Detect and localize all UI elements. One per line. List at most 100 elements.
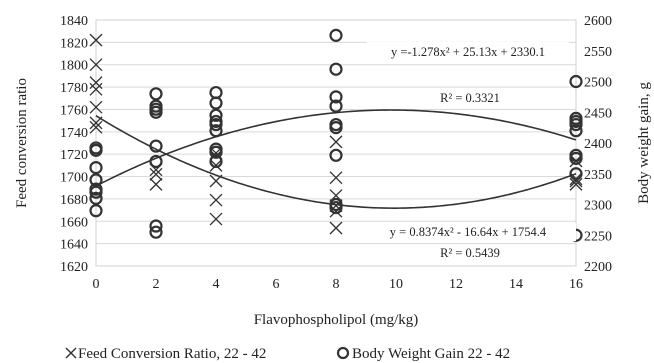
fcr-data-point	[89, 33, 103, 47]
y-left-tick-label: 1720	[60, 148, 88, 163]
trendlines	[95, 109, 577, 209]
fcr-equation-label: y = 0.8374x² - 16.64x + 1754.4	[362, 223, 576, 241]
bwg-data-point	[209, 154, 223, 169]
y-left-tick-label: 1840	[60, 14, 88, 29]
left-axis-ticks: 1620 1640 1660 1680 1700 1720 1740 1760 1780 1800…	[60, 14, 88, 275]
bwg-data-point	[89, 204, 103, 218]
fcr-trendline	[95, 115, 577, 209]
y-left-tick-label: 1800	[60, 59, 88, 74]
bwg-data-point	[149, 87, 163, 101]
bwg-data-point	[329, 28, 343, 42]
bwg-data-point	[329, 62, 343, 76]
fcr-data-point	[149, 167, 163, 181]
y-left-tick-label: 1640	[60, 238, 88, 253]
bwg-equation-label: y =-1.278x² + 25.13x + 2330.1	[367, 42, 569, 60]
bwg-equation-background	[367, 42, 569, 60]
fcr-data-point	[329, 171, 343, 185]
bwg-data-point	[89, 143, 103, 157]
fcr-data-point	[329, 221, 343, 235]
bwg-data-point	[89, 173, 103, 187]
y-right-tick-label: 2550	[584, 45, 612, 60]
fcr-data-point	[89, 116, 103, 130]
bwg-r2-label: R² = 0.3321	[440, 91, 500, 105]
legend-label-fcr: Feed Conversion Ratio, 22 - 42	[78, 346, 266, 362]
y-right-tick-label: 2300	[584, 199, 612, 214]
x-axis-title: Flavophospholipol (mg/kg)	[254, 312, 419, 328]
bwg-data-point	[209, 96, 223, 110]
bwg-data-point	[149, 219, 163, 233]
x-tick-label: 2	[153, 277, 160, 292]
bwg-data-point	[149, 139, 163, 153]
y-left-tick-label: 1660	[60, 215, 88, 230]
bwg-data-point	[329, 90, 343, 104]
x-tick-label: 6	[273, 277, 280, 292]
x-tick-label: 8	[333, 277, 340, 292]
x-tick-label: 10	[389, 277, 403, 292]
legend: Feed Conversion Ratio, 22 - 42 Body Weig…	[65, 346, 510, 362]
bwg-data-point	[329, 121, 343, 135]
bwg-data-point	[89, 185, 103, 199]
bwg-data-point	[569, 167, 583, 181]
y-right-tick-label: 2400	[584, 137, 612, 152]
y-axis-right-title: Body weight gain, g	[636, 82, 652, 204]
bwg-equation-text: y =-1.278x² + 25.13x + 2330.1	[391, 45, 545, 59]
fcr-data-point	[329, 135, 343, 149]
bwg-data-point	[329, 200, 343, 215]
data-markers	[89, 28, 583, 242]
legend-label-bwg: Body Weight Gain 22 - 42	[352, 346, 510, 362]
bwg-data-point	[569, 74, 583, 89]
x-tick-label: 0	[93, 277, 100, 292]
bwg-data-point	[209, 85, 223, 100]
bwg-data-point	[329, 99, 343, 113]
fcr-data-point	[89, 100, 103, 114]
legend-circle-marker-icon	[336, 346, 350, 360]
fcr-equation-background	[362, 223, 576, 241]
fcr-data-point	[209, 212, 223, 226]
y-left-tick-label: 1760	[60, 103, 88, 118]
y-right-tick-label: 2500	[584, 76, 612, 91]
bwg-data-point	[569, 117, 583, 132]
x-tick-label: 12	[449, 277, 463, 292]
y-right-tick-label: 2250	[584, 229, 612, 244]
x-tick-label: 4	[213, 277, 220, 292]
bwg-data-point	[89, 191, 103, 205]
y-left-tick-label: 1740	[60, 126, 88, 141]
fcr-data-point	[89, 76, 103, 90]
fcr-data-point	[149, 177, 163, 191]
y-right-tick-label: 2350	[584, 168, 612, 183]
bwg-data-point	[569, 124, 583, 138]
fcr-data-point	[209, 174, 223, 188]
bwg-data-point	[209, 145, 223, 159]
legend-x-marker-icon	[65, 347, 77, 359]
right-axis-ticks: 2200 2250 2300 2350 2400 2450 2500 2550 2600	[584, 14, 612, 275]
bwg-data-point	[209, 108, 223, 122]
y-right-tick-label: 2200	[584, 260, 612, 275]
y-left-tick-label: 1700	[60, 171, 88, 186]
fcr-r2-label: R² = 0.5439	[440, 246, 500, 260]
y-axis-left-title: Feed conversion ratio	[14, 78, 30, 208]
bwg-data-point	[149, 154, 163, 169]
bwg-data-point	[89, 161, 103, 175]
y-left-tick-label: 1620	[60, 260, 88, 275]
x-axis-ticks: 0 2 4 6 8 10 12 14 16	[93, 277, 584, 292]
bwg-data-point	[209, 117, 223, 132]
x-tick-label: 14	[509, 277, 523, 292]
y-left-tick-label: 1680	[60, 193, 88, 208]
y-left-tick-label: 1780	[60, 81, 88, 96]
bwg-data-point	[149, 225, 163, 239]
bwg-data-point	[209, 124, 223, 138]
y-right-tick-label: 2600	[584, 14, 612, 29]
bwg-data-point	[149, 105, 163, 119]
y-left-tick-label: 1820	[60, 36, 88, 51]
fcr-data-point	[569, 177, 583, 191]
bwg-data-point	[329, 148, 343, 162]
y-right-tick-label: 2450	[584, 106, 612, 121]
fcr-equation-text: y = 0.8374x² - 16.64x + 1754.4	[390, 225, 547, 239]
fcr-data-point	[89, 120, 103, 134]
fcr-data-point	[89, 82, 103, 96]
x-tick-label: 16	[569, 277, 583, 292]
fcr-data-point	[209, 193, 223, 207]
fcr-data-point	[89, 58, 103, 72]
bwg-data-point	[569, 151, 583, 165]
